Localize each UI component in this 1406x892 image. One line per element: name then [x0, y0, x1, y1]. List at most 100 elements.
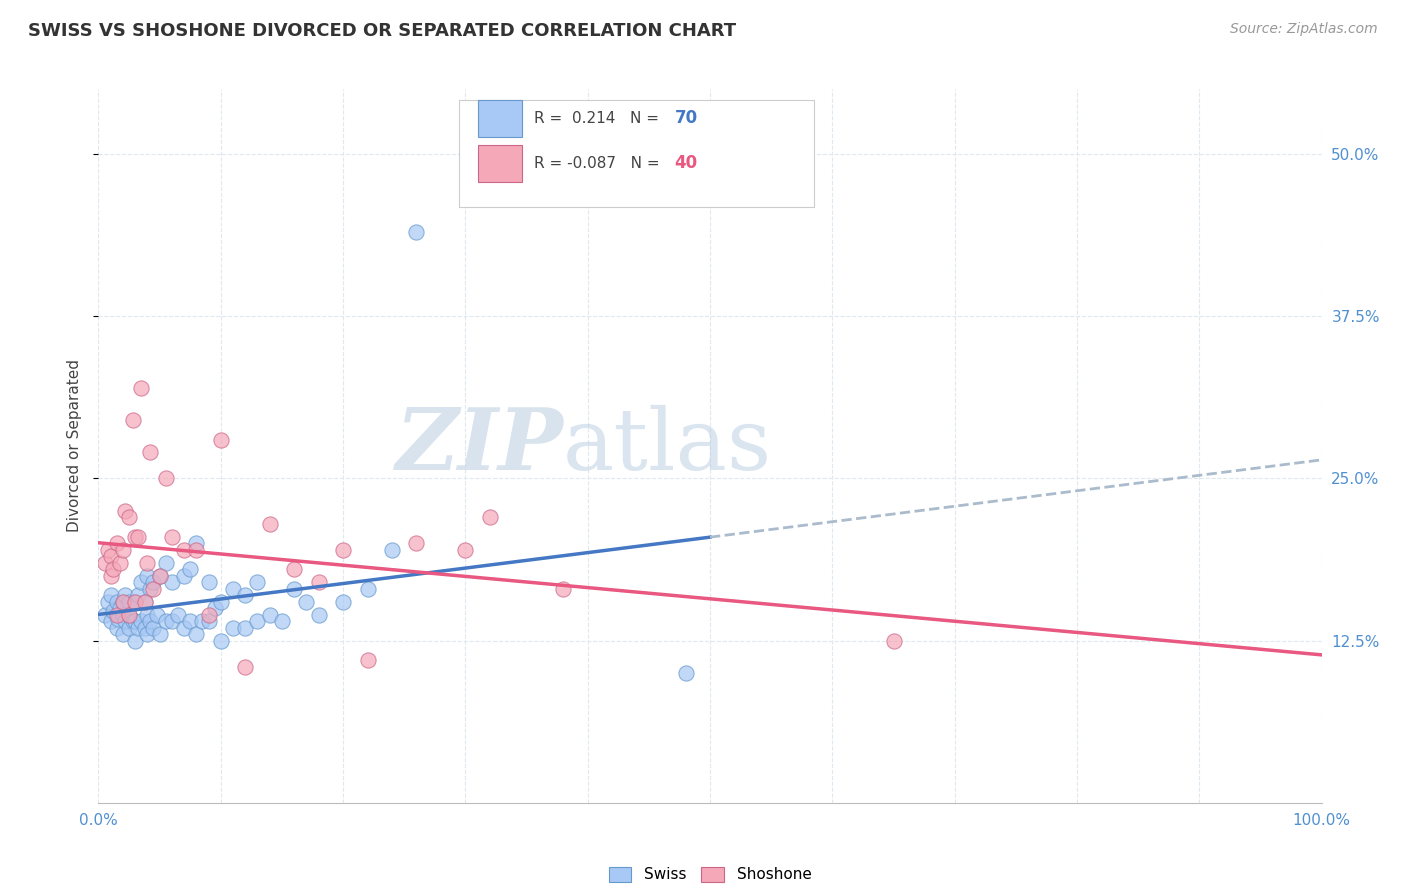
- Text: R =  0.214   N =: R = 0.214 N =: [534, 111, 664, 126]
- Point: [134, 621, 156, 635]
- Point: [127, 588, 149, 602]
- Point: [233, 621, 256, 635]
- Point: [478, 510, 501, 524]
- Point: [142, 621, 165, 635]
- Point: [129, 614, 152, 628]
- Point: [191, 614, 214, 628]
- Point: [179, 562, 201, 576]
- Point: [283, 562, 305, 576]
- Point: [186, 627, 208, 641]
- Point: [173, 542, 195, 557]
- Legend: Swiss, Shoshone: Swiss, Shoshone: [602, 861, 818, 888]
- Point: [675, 666, 697, 681]
- Point: [124, 633, 146, 648]
- Text: Source: ZipAtlas.com: Source: ZipAtlas.com: [1230, 22, 1378, 37]
- Point: [222, 582, 245, 596]
- Point: [246, 614, 269, 628]
- Point: [110, 601, 132, 615]
- Point: [93, 607, 115, 622]
- Point: [405, 225, 427, 239]
- Point: [283, 582, 305, 596]
- Point: [160, 575, 183, 590]
- Point: [197, 614, 219, 628]
- Point: [97, 595, 120, 609]
- Point: [186, 536, 208, 550]
- Text: R = -0.087   N =: R = -0.087 N =: [534, 156, 665, 171]
- Point: [118, 621, 141, 635]
- Point: [114, 588, 136, 602]
- Point: [127, 530, 149, 544]
- Point: [114, 504, 136, 518]
- Point: [149, 627, 172, 641]
- Point: [209, 633, 232, 648]
- Point: [454, 542, 477, 557]
- Point: [142, 582, 165, 596]
- Point: [173, 568, 195, 582]
- Point: [222, 621, 245, 635]
- Point: [118, 607, 141, 622]
- Point: [259, 516, 281, 531]
- Text: SWISS VS SHOSHONE DIVORCED OR SEPARATED CORRELATION CHART: SWISS VS SHOSHONE DIVORCED OR SEPARATED …: [28, 22, 737, 40]
- Point: [111, 607, 134, 622]
- Point: [204, 601, 226, 615]
- Point: [209, 595, 232, 609]
- Point: [100, 568, 122, 582]
- Point: [246, 575, 269, 590]
- Point: [155, 614, 177, 628]
- Point: [883, 633, 905, 648]
- Point: [160, 614, 183, 628]
- Point: [139, 614, 162, 628]
- Point: [110, 556, 132, 570]
- Point: [197, 607, 219, 622]
- Point: [179, 614, 201, 628]
- Point: [186, 542, 208, 557]
- Point: [308, 607, 330, 622]
- Point: [121, 413, 143, 427]
- Point: [111, 595, 134, 609]
- Text: 40: 40: [675, 154, 697, 172]
- Point: [308, 575, 330, 590]
- Text: 70: 70: [675, 110, 697, 128]
- FancyBboxPatch shape: [478, 145, 522, 182]
- Point: [127, 621, 149, 635]
- Point: [101, 562, 124, 576]
- Point: [149, 568, 172, 582]
- Point: [553, 582, 575, 596]
- Point: [149, 568, 172, 582]
- Point: [136, 607, 159, 622]
- Point: [197, 575, 219, 590]
- Point: [136, 568, 159, 582]
- Point: [124, 530, 146, 544]
- Point: [100, 588, 122, 602]
- Point: [118, 595, 141, 609]
- Point: [121, 614, 143, 628]
- Point: [405, 536, 427, 550]
- Point: [114, 614, 136, 628]
- Point: [142, 575, 165, 590]
- Point: [136, 627, 159, 641]
- Point: [167, 607, 190, 622]
- Point: [259, 607, 281, 622]
- Point: [129, 575, 152, 590]
- Point: [111, 627, 134, 641]
- Point: [105, 536, 128, 550]
- Point: [381, 542, 404, 557]
- Point: [155, 471, 177, 485]
- Point: [97, 542, 120, 557]
- Point: [233, 659, 256, 673]
- Point: [139, 445, 162, 459]
- Point: [270, 614, 294, 628]
- Point: [295, 595, 318, 609]
- Point: [124, 614, 146, 628]
- Point: [100, 549, 122, 564]
- Point: [124, 595, 146, 609]
- Point: [111, 595, 134, 609]
- FancyBboxPatch shape: [478, 100, 522, 137]
- FancyBboxPatch shape: [460, 100, 814, 207]
- Point: [136, 556, 159, 570]
- Point: [332, 542, 354, 557]
- Text: atlas: atlas: [564, 404, 772, 488]
- Point: [118, 607, 141, 622]
- Point: [134, 595, 156, 609]
- Point: [356, 653, 378, 667]
